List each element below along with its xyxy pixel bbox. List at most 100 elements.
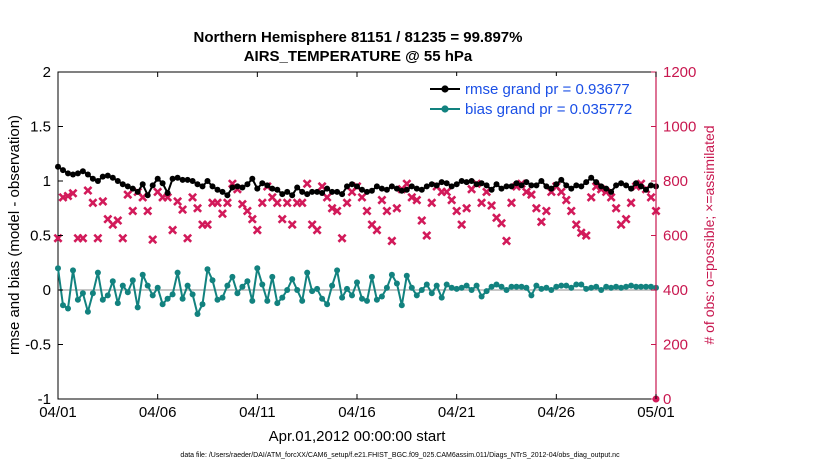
series-point [144, 282, 151, 289]
y-tick-label: 0 [43, 282, 51, 299]
series-point [493, 281, 500, 288]
series-point [473, 181, 480, 188]
series-point [538, 285, 545, 292]
series-point [204, 178, 211, 184]
series-point [344, 285, 350, 292]
obs-marker [531, 203, 541, 213]
series-point [528, 292, 535, 299]
series-point [638, 183, 644, 190]
series-point [628, 282, 635, 289]
series-point [568, 185, 575, 192]
series-point [603, 185, 610, 192]
obs-marker [626, 198, 636, 208]
legend-box [424, 76, 651, 120]
series-point [264, 182, 271, 189]
series-point [134, 304, 141, 311]
series-point [438, 294, 445, 301]
series-point [458, 178, 465, 184]
series-point [578, 183, 585, 190]
series-point [214, 186, 221, 193]
series-point [254, 265, 261, 272]
series-point [294, 287, 301, 293]
series-point [478, 180, 485, 187]
plot-area [57, 71, 657, 400]
series-point [598, 183, 605, 190]
obs-marker [422, 230, 432, 241]
series-point [633, 283, 640, 290]
series-point [458, 284, 465, 291]
obs-marker [118, 233, 128, 243]
series-point [174, 269, 181, 276]
series-point [104, 292, 111, 299]
series-point [119, 181, 126, 188]
series-point [433, 282, 440, 289]
series-point [134, 188, 141, 195]
series-point [413, 292, 420, 299]
series-point [159, 180, 166, 187]
series-point [498, 283, 505, 290]
obs-marker [342, 198, 352, 208]
series-point [139, 181, 146, 188]
series-point [518, 182, 525, 189]
series-point [483, 288, 490, 295]
obs-marker [202, 220, 213, 230]
obs-marker [212, 198, 222, 208]
series-point [164, 295, 171, 302]
obs-marker [93, 233, 103, 243]
obs-marker [242, 206, 252, 216]
obs-marker [128, 206, 138, 216]
series-point [443, 180, 450, 187]
series-point [314, 285, 321, 292]
series-point [149, 182, 156, 189]
obs-marker [536, 217, 546, 227]
series-point [408, 284, 415, 291]
series-point [279, 191, 286, 198]
series-point [608, 284, 615, 291]
obs-marker [78, 233, 88, 243]
series-point [65, 170, 71, 177]
series-point [598, 287, 605, 293]
series-point [109, 174, 116, 181]
series-point [548, 185, 555, 192]
legend-rmse-label: rmse grand pr = 0.93677 [465, 81, 630, 98]
x-axis-label: Apr.01,2012 00:00:00 start [269, 428, 447, 445]
series-point [249, 297, 256, 304]
obs-marker [143, 206, 153, 216]
obs-marker [576, 228, 586, 238]
obs-marker [506, 198, 517, 208]
series-point [528, 182, 535, 189]
series-point [603, 283, 610, 290]
series-point [408, 183, 415, 190]
obs-marker [521, 187, 531, 197]
series-point [279, 294, 286, 301]
y-right-tick-label: 200 [663, 337, 688, 354]
obs-marker [571, 220, 581, 230]
obs-marker [372, 225, 382, 235]
obs-marker [621, 214, 631, 224]
series-point [443, 281, 450, 288]
obs-marker [526, 190, 536, 200]
series-point [473, 282, 480, 289]
series-point [583, 179, 590, 186]
obs-marker [68, 188, 78, 198]
series-point [648, 283, 654, 290]
series-point [518, 283, 525, 290]
series-point [154, 175, 161, 182]
series-point [179, 295, 186, 302]
series-point [154, 284, 161, 291]
obs-marker [412, 195, 422, 205]
series-point [378, 293, 385, 300]
series-point [623, 283, 630, 290]
x-tick-label: 04/11 [239, 404, 275, 421]
series-point [184, 176, 191, 183]
series-point [174, 174, 181, 181]
obs-marker [272, 198, 282, 208]
series-point [55, 163, 61, 170]
series-point [324, 185, 331, 192]
obs-marker [586, 192, 596, 202]
series-point [209, 277, 216, 284]
series-point [129, 277, 136, 284]
series-point [553, 283, 560, 290]
series-point [633, 180, 640, 187]
y-tick-label: -0.5 [25, 337, 51, 354]
